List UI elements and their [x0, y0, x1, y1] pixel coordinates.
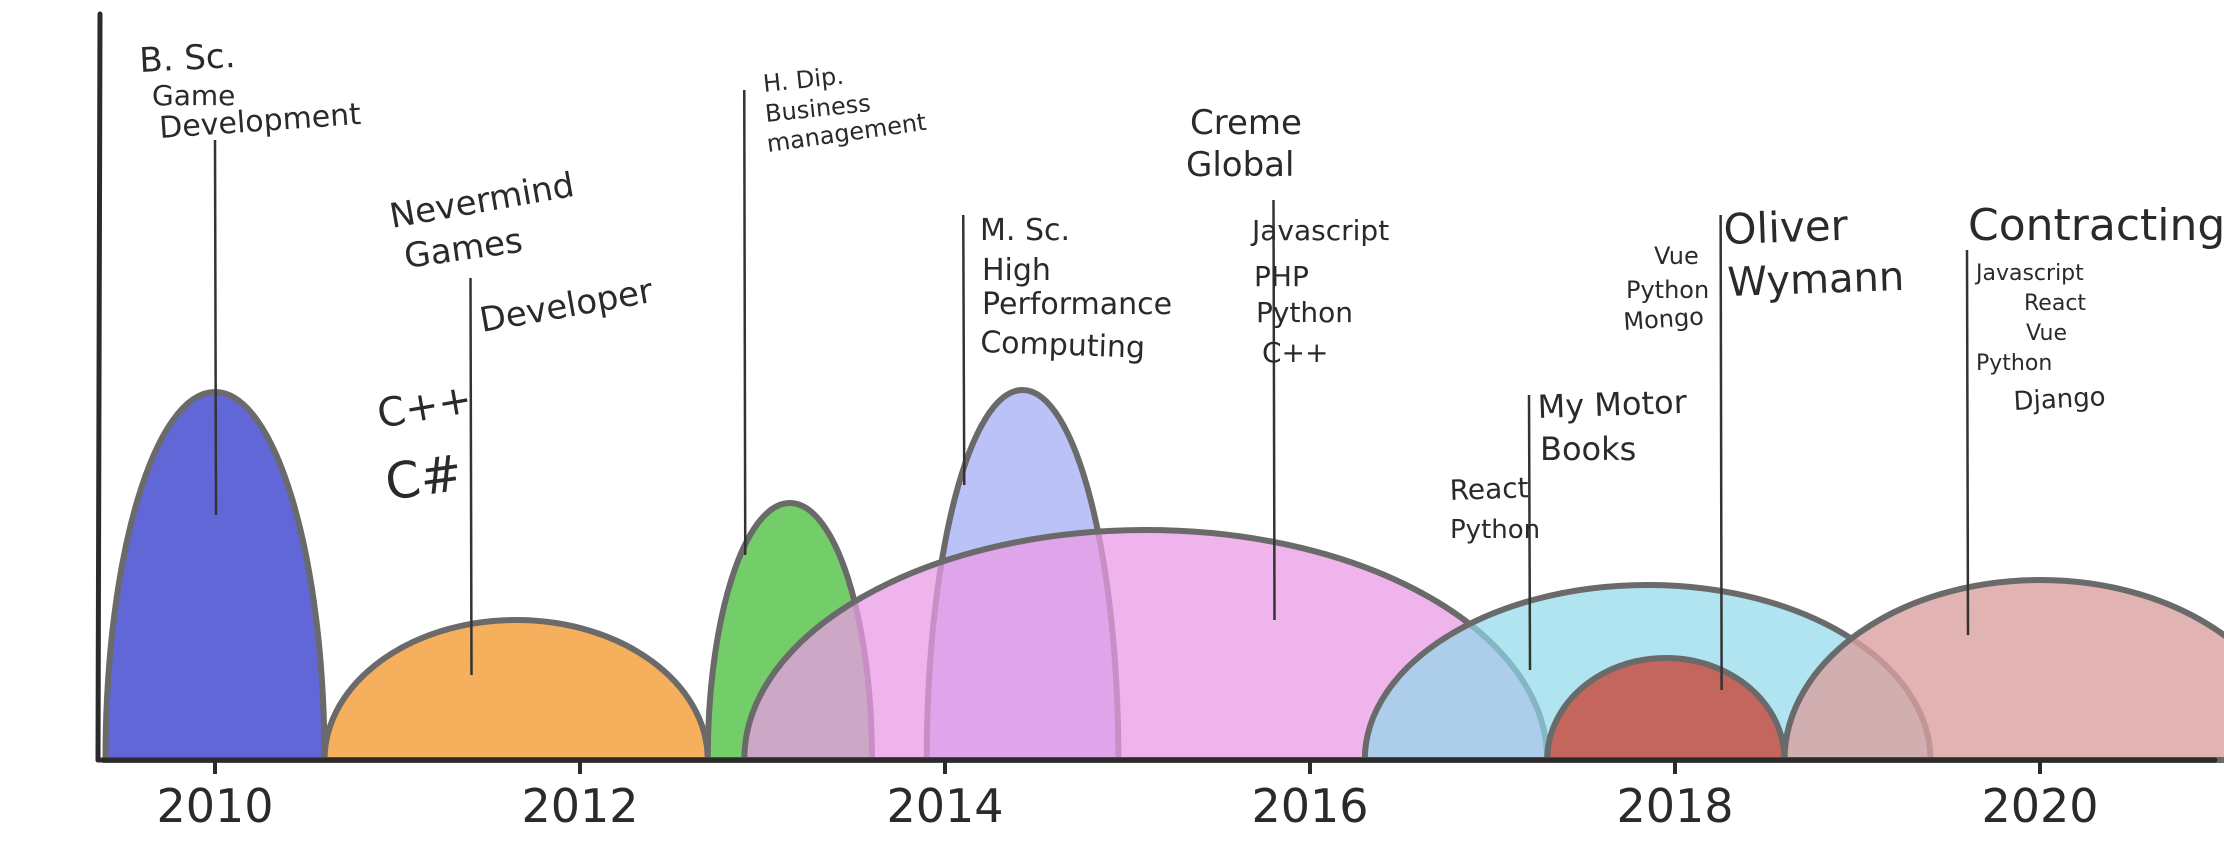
label-contracting-tech4: Python	[1976, 351, 2052, 376]
label-oliver: Oliver Wymann Vue Python Mongo	[1622, 201, 1904, 336]
period-arch-contracting	[1781, 576, 2224, 763]
label-nevermind-tech1: C++	[374, 376, 476, 438]
label-contracting-tech5: Django	[2013, 382, 2107, 417]
period-arch-oliver	[1544, 654, 1788, 763]
label-stems	[213, 89, 1970, 691]
label-nevermind-role: Developer	[477, 271, 656, 341]
label-contracting-tech2: React	[2024, 291, 2086, 316]
label-contracting-tech1: Javascript	[1974, 261, 2084, 286]
label-mymotor-title1: My Motor	[1537, 383, 1688, 426]
stem-creme	[1272, 199, 1276, 621]
label-contracting-title: Contracting	[1968, 200, 2224, 251]
label-bsc-line1: B. Sc.	[138, 36, 236, 81]
label-nevermind: Nevermind Games Developer C++ C#	[374, 165, 656, 512]
label-mymotor: My Motor Books React Python	[1449, 383, 1688, 545]
label-creme-tech2: PHP	[1254, 260, 1309, 293]
label-bsc: B. Sc. Game Development	[138, 36, 362, 146]
label-creme-title2: Global	[1186, 145, 1294, 185]
label-creme-tech3: Python	[1256, 296, 1353, 329]
label-oliver-title1: Oliver	[1723, 201, 1850, 254]
label-mymotor-tech1: React	[1449, 471, 1529, 507]
stem-oliver	[1719, 214, 1723, 691]
tick-label-2014: 2014	[886, 779, 1003, 833]
label-msc-line3: Performance	[982, 287, 1172, 322]
label-contracting: Contracting Javascript React Vue Python …	[1968, 200, 2224, 417]
stem-nevermind	[469, 277, 473, 676]
label-msc: M. Sc. High Performance Computing	[980, 213, 1172, 366]
label-oliver-tech1: Vue	[1654, 242, 1699, 270]
label-bsc-line2: Game	[152, 79, 235, 112]
period-arches	[102, 386, 2224, 763]
label-msc-line4: Computing	[980, 325, 1146, 366]
stem-contracting	[1965, 249, 1970, 636]
y-axis-line	[95, 11, 103, 763]
label-contracting-tech3: Vue	[2026, 321, 2067, 346]
stem-bsc	[213, 139, 218, 516]
label-msc-line2: High	[982, 253, 1051, 288]
label-mymotor-title2: Books	[1540, 430, 1636, 468]
tick-label-2016: 2016	[1251, 779, 1368, 833]
label-creme-tech1: Javascript	[1250, 214, 1389, 247]
tick-label-2020: 2020	[1981, 779, 2098, 833]
tick-label-2010: 2010	[156, 779, 273, 833]
label-msc-line1: M. Sc.	[980, 213, 1070, 248]
tick-label-2012: 2012	[521, 779, 638, 833]
stem-hdip	[743, 89, 747, 556]
label-hdip: H. Dip. Business management	[762, 62, 928, 158]
stem-mymotor	[1527, 394, 1532, 671]
label-mymotor-tech2: Python	[1450, 515, 1540, 545]
period-arch-nevermind	[321, 616, 711, 763]
label-nevermind-tech2: C#	[382, 444, 466, 512]
label-oliver-tech2: Python	[1626, 276, 1709, 304]
label-creme-tech4: C++	[1262, 336, 1328, 369]
tick-label-2018: 2018	[1616, 779, 1733, 833]
stem-msc	[962, 214, 966, 486]
label-oliver-title2: Wymann	[1727, 254, 1905, 306]
label-creme-title1: Creme	[1190, 103, 1302, 143]
label-oliver-tech3: Mongo	[1622, 302, 1704, 336]
label-creme: Creme Global Javascript PHP Python C++	[1186, 103, 1389, 369]
year-ticks: 2010 2012 2014 2016 2018 2020	[156, 760, 2099, 833]
